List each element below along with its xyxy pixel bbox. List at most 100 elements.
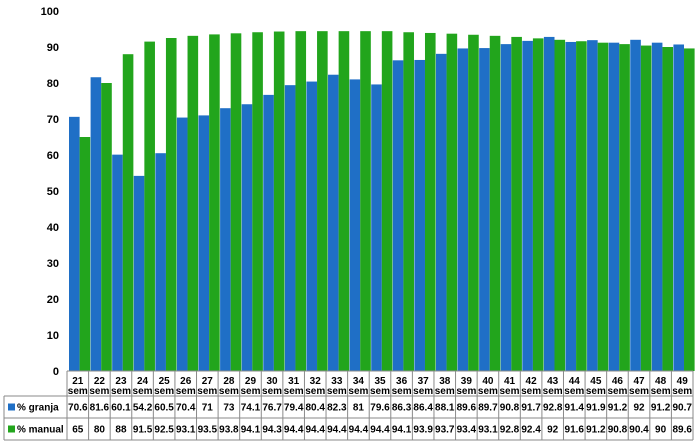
data-label: 94.4	[327, 425, 347, 436]
data-label: 91.7	[521, 403, 541, 414]
category-unit: sem	[284, 386, 304, 397]
category-number: 49	[677, 376, 689, 387]
bar-manual	[424, 32, 436, 372]
category-number: 23	[115, 376, 127, 387]
data-label: 90.8	[608, 425, 628, 436]
data-label: 93.5	[198, 425, 218, 436]
bar-granja	[414, 59, 425, 372]
data-label: 94.1	[241, 425, 261, 436]
category-unit: sem	[672, 386, 692, 397]
category-number: 27	[202, 376, 214, 387]
bar-granja	[522, 40, 533, 371]
category-unit: sem	[607, 386, 627, 397]
bar-manual	[468, 34, 479, 371]
bar-granja	[220, 108, 231, 371]
bar-granja	[263, 94, 274, 371]
bar-granja	[328, 74, 339, 371]
data-label: 89.6	[457, 403, 477, 414]
legend-label: % granja	[17, 403, 59, 414]
data-label: 88.1	[435, 403, 455, 414]
legend-swatch	[8, 403, 15, 411]
category-number: 45	[590, 376, 602, 387]
category-number: 42	[526, 376, 538, 387]
bar-manual	[662, 47, 674, 371]
category-unit: sem	[543, 386, 563, 397]
y-tick-label: 50	[47, 186, 59, 198]
data-label: 81.6	[90, 403, 110, 414]
bar-manual	[446, 33, 458, 372]
bar-granja	[133, 175, 145, 371]
y-tick-label: 40	[47, 222, 59, 234]
category-unit: sem	[500, 386, 520, 397]
data-label: 54.2	[133, 403, 153, 414]
y-tick-label: 10	[47, 330, 59, 342]
data-label: 92.8	[500, 425, 520, 436]
data-label: 86.4	[413, 403, 433, 414]
y-tick-label: 30	[47, 258, 59, 270]
category-unit: sem	[629, 386, 649, 397]
category-number: 36	[396, 376, 408, 387]
category-unit: sem	[154, 386, 174, 397]
data-label: 91.2	[586, 425, 606, 436]
category-number: 41	[504, 376, 516, 387]
category-unit: sem	[240, 386, 260, 397]
data-label: 91.6	[565, 425, 585, 436]
data-label: 91.2	[608, 403, 628, 414]
bar-manual	[338, 31, 350, 371]
data-label: 80	[94, 425, 106, 436]
bar-granja	[284, 85, 296, 371]
category-unit: sem	[478, 386, 498, 397]
data-label: 65	[72, 425, 84, 436]
category-number: 33	[331, 376, 343, 387]
data-label: 60.5	[154, 403, 174, 414]
category-number: 35	[374, 376, 386, 387]
data-label: 92.8	[543, 403, 563, 414]
category-number: 25	[159, 376, 171, 387]
data-label: 94.1	[392, 425, 412, 436]
y-tick-label: 0	[53, 366, 59, 378]
data-label: 91.5	[133, 425, 153, 436]
bar-manual	[144, 41, 155, 371]
data-label: 76.7	[262, 403, 282, 414]
bar-manual	[122, 54, 134, 371]
bar-manual	[403, 32, 414, 372]
category-unit: sem	[133, 386, 153, 397]
category-unit: sem	[651, 386, 671, 397]
bar-granja	[112, 154, 123, 371]
bar-manual	[230, 33, 242, 371]
data-label: 89.7	[478, 403, 498, 414]
category-unit: sem	[456, 386, 476, 397]
bar-manual	[187, 35, 199, 372]
bar-granja	[651, 42, 663, 372]
category-number: 24	[137, 376, 149, 387]
bar-granja	[69, 116, 80, 371]
data-label: 91.9	[586, 403, 606, 414]
data-label: 92.4	[521, 425, 541, 436]
bar-manual	[101, 83, 112, 371]
y-tick-label: 100	[41, 6, 59, 18]
legend-label: % manual	[17, 425, 64, 436]
bar-granja	[630, 39, 641, 372]
bar-granja	[457, 48, 469, 371]
bar-granja	[565, 41, 577, 372]
bar-granja	[587, 40, 598, 371]
data-label: 90.8	[500, 403, 520, 414]
category-number: 47	[633, 376, 645, 387]
data-label: 92	[633, 403, 645, 414]
bar-manual	[360, 31, 371, 371]
category-unit: sem	[521, 386, 541, 397]
bar-manual	[532, 38, 544, 372]
bars	[69, 31, 695, 372]
data-label: 91.4	[565, 403, 585, 414]
bar-manual	[597, 42, 609, 372]
bar-granja	[241, 104, 253, 372]
bar-manual	[209, 34, 220, 372]
data-label: 93.1	[176, 425, 196, 436]
bar-granja	[500, 44, 512, 372]
category-number: 44	[569, 376, 581, 387]
data-label: 92	[547, 425, 559, 436]
legend-swatch	[8, 425, 15, 433]
data-label: 80.4	[306, 403, 326, 414]
data-label: 93.8	[219, 425, 239, 436]
data-label: 70.4	[176, 403, 196, 414]
